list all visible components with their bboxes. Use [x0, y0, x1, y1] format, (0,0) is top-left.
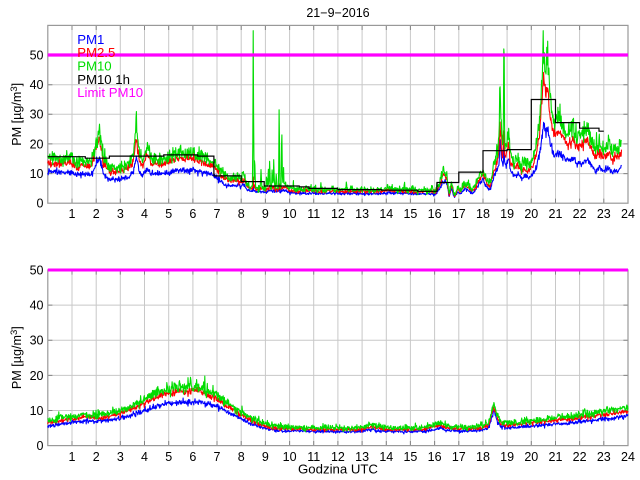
svg-text:16: 16 [428, 207, 442, 221]
svg-text:9: 9 [262, 207, 269, 221]
svg-text:9: 9 [262, 450, 269, 464]
svg-text:7: 7 [214, 450, 221, 464]
svg-text:20: 20 [30, 369, 44, 383]
svg-text:21: 21 [549, 450, 563, 464]
svg-text:8: 8 [238, 450, 245, 464]
svg-text:6: 6 [189, 450, 196, 464]
svg-text:21−9−2016: 21−9−2016 [306, 6, 369, 20]
svg-text:15: 15 [403, 450, 417, 464]
svg-text:11: 11 [307, 207, 320, 221]
svg-text:17: 17 [452, 450, 466, 464]
svg-text:23: 23 [597, 207, 611, 221]
svg-text:22: 22 [573, 207, 587, 221]
svg-text:16: 16 [428, 450, 442, 464]
svg-text:10: 10 [283, 450, 297, 464]
svg-text:40: 40 [30, 299, 44, 313]
svg-text:2: 2 [93, 207, 100, 221]
svg-text:22: 22 [573, 450, 587, 464]
svg-text:Godzina UTC: Godzina UTC [298, 462, 378, 477]
svg-text:20: 20 [30, 137, 44, 151]
svg-text:30: 30 [30, 334, 44, 348]
svg-text:14: 14 [379, 207, 393, 221]
svg-text:19: 19 [500, 450, 514, 464]
svg-text:20: 20 [524, 207, 538, 221]
svg-text:14: 14 [379, 450, 393, 464]
svg-text:2: 2 [93, 450, 100, 464]
svg-text:6: 6 [189, 207, 196, 221]
svg-text:0: 0 [37, 197, 44, 211]
svg-text:0: 0 [37, 439, 44, 453]
svg-text:10: 10 [283, 207, 297, 221]
svg-text:21: 21 [549, 207, 563, 221]
svg-text:50: 50 [30, 263, 44, 277]
svg-text:24: 24 [621, 207, 635, 221]
svg-text:4: 4 [141, 450, 148, 464]
svg-text:20: 20 [524, 450, 538, 464]
svg-text:13: 13 [355, 207, 369, 221]
svg-text:5: 5 [165, 450, 172, 464]
svg-text:10: 10 [30, 167, 44, 181]
svg-text:23: 23 [597, 450, 611, 464]
svg-text:PM10: PM10 [77, 59, 111, 74]
svg-text:PM1: PM1 [77, 32, 104, 47]
svg-text:12: 12 [331, 450, 345, 464]
svg-text:5: 5 [165, 207, 172, 221]
svg-text:7: 7 [214, 207, 221, 221]
svg-text:50: 50 [30, 48, 44, 62]
svg-text:3: 3 [117, 450, 124, 464]
svg-text:10: 10 [30, 404, 44, 418]
svg-text:18: 18 [476, 450, 490, 464]
svg-text:18: 18 [476, 207, 490, 221]
svg-text:1: 1 [69, 207, 76, 221]
svg-text:13: 13 [355, 450, 369, 464]
svg-text:4: 4 [141, 207, 148, 221]
svg-text:1: 1 [69, 450, 76, 464]
svg-text:11: 11 [307, 450, 320, 464]
svg-text:Limit PM10: Limit PM10 [77, 85, 143, 100]
svg-text:24: 24 [621, 450, 635, 464]
svg-text:8: 8 [238, 207, 245, 221]
svg-text:17: 17 [452, 207, 466, 221]
svg-text:15: 15 [403, 207, 417, 221]
svg-text:30: 30 [30, 108, 44, 122]
svg-text:PM10 1h: PM10 1h [77, 72, 130, 87]
svg-text:PM [µg/m3]: PM [µg/m3] [9, 326, 24, 389]
svg-text:3: 3 [117, 207, 124, 221]
svg-text:19: 19 [500, 207, 514, 221]
svg-text:PM2.5: PM2.5 [77, 45, 115, 60]
svg-text:12: 12 [331, 207, 345, 221]
svg-text:40: 40 [30, 78, 44, 92]
svg-text:PM [µg/m3]: PM [µg/m3] [9, 83, 24, 146]
